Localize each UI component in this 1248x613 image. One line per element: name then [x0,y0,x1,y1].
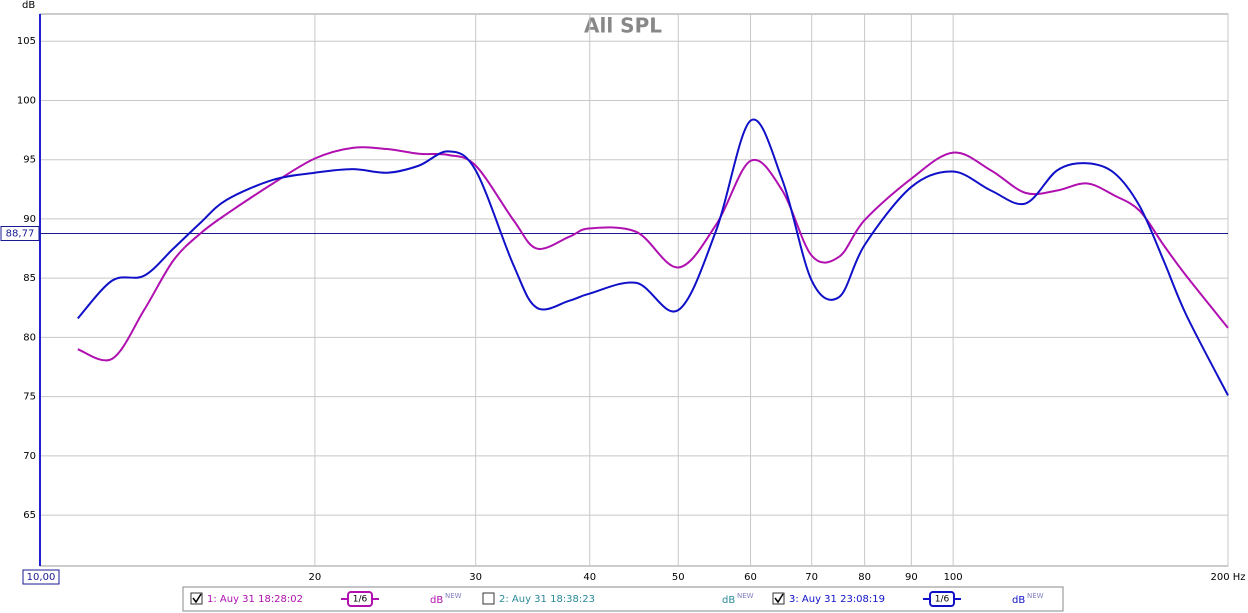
legend [182,586,1064,612]
series-line [77,146,1229,362]
y-tick-label: 90 [23,214,36,225]
legend-unit: dB [722,595,735,606]
cursor-box [0,225,40,241]
legend-smoothing-box [929,591,955,607]
y-tick-label: 75 [23,392,36,403]
legend-label: 3: Auy 31 23:08:19 [789,594,885,605]
chart-title: All SPL [584,14,662,38]
legend-label: 1: Auy 31 18:28:02 [207,594,303,605]
series-line [77,118,1229,396]
legend-check [774,593,784,604]
y-tick-label: 65 [23,510,36,521]
legend-checkbox[interactable] [190,592,203,605]
legend-label: 2: Auy 31 18:38:23 [499,594,595,605]
legend-unit-badge: NEW [445,592,462,600]
legend-checkbox[interactable] [772,592,785,605]
y-tick-label: 70 [23,451,36,462]
legend-unit-badge: NEW [1027,592,1044,600]
legend-check [192,593,202,604]
legend-unit-badge: NEW [737,592,754,600]
legend-checkbox[interactable] [482,592,495,605]
x-tick-label: 50 [672,572,685,583]
y-tick-label: 105 [17,36,36,47]
x-tick-label: 80 [858,572,871,583]
y-tick-label: 95 [23,155,36,166]
x-tick-label: 40 [583,572,596,583]
x-tick-label: 60 [744,572,757,583]
x-tick-label: 200 Hz [1210,572,1245,583]
x-tick-label: 90 [905,572,918,583]
y-tick-label: 80 [23,332,36,343]
x-start-label: 10,00 [27,572,56,583]
x-tick-label: 100 [944,572,963,583]
x-tick-label: 30 [469,572,482,583]
y-tick-label: 85 [23,273,36,284]
x-tick-label: 20 [309,572,322,583]
x-tick-label: 70 [805,572,818,583]
legend-unit: dB [430,595,443,606]
legend-smoothing: 1/6 [935,595,950,605]
legend-smoothing-box [347,591,373,607]
legend-unit: dB [1012,595,1025,606]
y-axis-label: dB [22,0,35,11]
legend-smoothing: 1/6 [353,595,368,605]
x-start-box [22,569,60,585]
plot-area [39,13,1229,567]
cursor-label: 88,77 [6,228,35,239]
y-tick-label: 100 [17,95,36,106]
